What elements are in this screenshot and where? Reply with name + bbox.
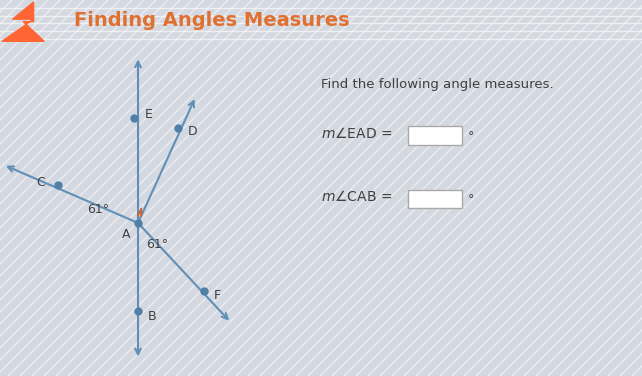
Text: 2: 2 <box>412 128 420 141</box>
Text: 61°: 61° <box>146 238 168 251</box>
Text: F: F <box>214 290 221 302</box>
Text: $m\angle$CAB =: $m\angle$CAB = <box>321 189 394 204</box>
Text: 61°: 61° <box>87 203 108 216</box>
Text: D: D <box>187 125 197 138</box>
Text: °: ° <box>467 193 474 206</box>
Text: A: A <box>122 228 130 241</box>
Text: °: ° <box>467 130 474 143</box>
Text: 11: 11 <box>412 191 428 204</box>
Text: $m\angle$EAD =: $m\angle$EAD = <box>321 126 394 141</box>
FancyBboxPatch shape <box>408 126 462 145</box>
Text: E: E <box>145 108 153 121</box>
FancyBboxPatch shape <box>408 190 462 208</box>
Text: B: B <box>148 310 156 323</box>
Text: Find the following angle measures.: Find the following angle measures. <box>321 78 553 91</box>
Text: Try It: Try It <box>15 35 31 41</box>
Polygon shape <box>2 2 44 41</box>
Text: Finding Angles Measures: Finding Angles Measures <box>74 11 349 30</box>
Text: C: C <box>37 176 46 190</box>
